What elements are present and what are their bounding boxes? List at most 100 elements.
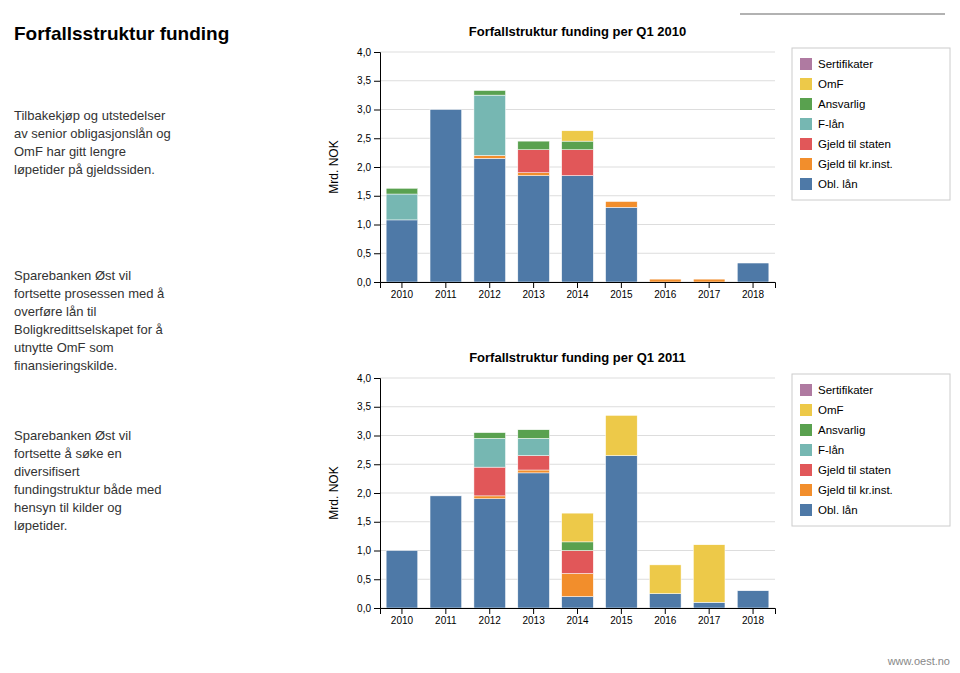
- bar: [606, 456, 638, 608]
- y-tick-label: 1,0: [357, 545, 371, 556]
- bar: [737, 263, 769, 282]
- y-tick-mark: [374, 81, 380, 82]
- x-tick-label: 2013: [522, 289, 545, 300]
- page: Forfallsstruktur fundingTilbakekjøp og u…: [0, 0, 960, 673]
- legend-swatch: [800, 178, 812, 190]
- bar: [737, 590, 769, 591]
- paragraph-line: Tilbakekjøp og utstedelser: [14, 108, 166, 123]
- y-axis-line: [374, 53, 381, 283]
- y-tick-label: 3,5: [357, 401, 371, 412]
- bar: [562, 131, 594, 141]
- bar: [430, 495, 462, 496]
- bar: [518, 150, 550, 173]
- legend-item: Gjeld til staten: [800, 138, 891, 150]
- legend-label: OmF: [818, 404, 844, 416]
- y-tick-label: 1,5: [357, 516, 371, 527]
- bar: [386, 550, 418, 551]
- x-axis-line: [381, 609, 776, 615]
- legend-item: Sertifikater: [800, 58, 873, 70]
- legend-swatch: [800, 58, 812, 70]
- legend-frame: [792, 374, 950, 526]
- legend-item: OmF: [800, 404, 844, 416]
- bar-series: [474, 438, 549, 467]
- legend-label: Gjeld til staten: [818, 138, 891, 150]
- bar: [474, 95, 506, 155]
- paragraph-line: Sparebanken Øst vil: [14, 268, 131, 283]
- legend-swatch: [800, 484, 812, 496]
- footer-text: www.oest.no: [887, 655, 950, 667]
- legend-swatch: [800, 444, 812, 456]
- y-tick-mark: [374, 407, 380, 408]
- bars: [386, 91, 769, 282]
- bar: [518, 141, 550, 150]
- legend-label: Obl. lån: [818, 178, 858, 190]
- y-tick-mark: [374, 52, 380, 53]
- legend-label: F-lån: [818, 444, 844, 456]
- bar: [562, 551, 594, 574]
- bar: [474, 90, 506, 91]
- x-axis-line: [381, 283, 776, 289]
- bar: [474, 90, 506, 91]
- legend-label: Ansvarlig: [818, 98, 865, 110]
- y-tick: 2,5: [357, 459, 380, 470]
- grid-line: [380, 435, 775, 436]
- bar: [562, 513, 594, 542]
- x-tick-mark: [665, 608, 666, 614]
- x-tick-mark: [489, 608, 490, 614]
- bar: [386, 550, 418, 551]
- paragraph-line: utnytte OmF som: [14, 340, 114, 355]
- x-tick-mark: [753, 282, 754, 288]
- legend-item: Obl. lån: [800, 178, 858, 190]
- legend-swatch: [800, 138, 812, 150]
- bar: [693, 279, 725, 280]
- x-axis: 201020112012201320142015201620172018: [381, 282, 776, 300]
- bar: [474, 432, 506, 433]
- y-axis-title: Mrd. NOK: [327, 466, 341, 519]
- legend-item: OmF: [800, 78, 844, 90]
- x-tick-label: 2011: [435, 289, 457, 300]
- bar: [562, 542, 594, 551]
- bar-series: [562, 131, 594, 141]
- legend-swatch: [800, 504, 812, 516]
- legend-item: Sertifikater: [800, 384, 873, 396]
- x-tick-label: 2012: [479, 289, 502, 300]
- bar: [386, 550, 418, 551]
- bar: [474, 432, 506, 433]
- x-tick-mark: [577, 608, 578, 614]
- bar: [474, 158, 506, 282]
- chart: 2010201120122013201420152016201720180,00…: [327, 350, 950, 626]
- bar: [693, 545, 725, 603]
- bar: [606, 201, 638, 202]
- x-tick-mark: [577, 282, 578, 288]
- y-axis-title: Mrd. NOK: [327, 140, 341, 193]
- bar-series: [474, 156, 725, 283]
- bar: [474, 499, 506, 608]
- y-tick: 1,5: [357, 516, 380, 527]
- legend-label: Obl. lån: [818, 504, 858, 516]
- decorative-line: [740, 13, 945, 15]
- bar-series: [386, 91, 593, 194]
- bar: [430, 496, 462, 608]
- x-tick: 2015: [610, 608, 633, 626]
- bar: [430, 109, 462, 110]
- y-tick: 0,5: [357, 574, 380, 585]
- x-tick: 2015: [610, 282, 633, 300]
- x-tick-label: 2018: [742, 615, 765, 626]
- x-tick-mark: [665, 282, 666, 288]
- bar: [386, 188, 418, 189]
- x-tick-label: 2010: [391, 289, 414, 300]
- bar: [474, 433, 506, 439]
- y-tick-mark: [374, 579, 380, 580]
- bar: [386, 194, 418, 220]
- bar: [562, 141, 594, 150]
- y-tick-label: 2,5: [357, 459, 371, 470]
- y-tick: 3,0: [357, 104, 380, 115]
- y-tick: 2,5: [357, 133, 380, 144]
- x-tick: 2016: [654, 282, 677, 300]
- y-tick: 0,0: [357, 603, 380, 614]
- legend-item: F-lån: [800, 118, 844, 130]
- bar: [562, 176, 594, 282]
- x-tick-mark: [401, 282, 402, 288]
- legend-swatch: [800, 118, 812, 130]
- y-tick-label: 3,5: [357, 75, 371, 86]
